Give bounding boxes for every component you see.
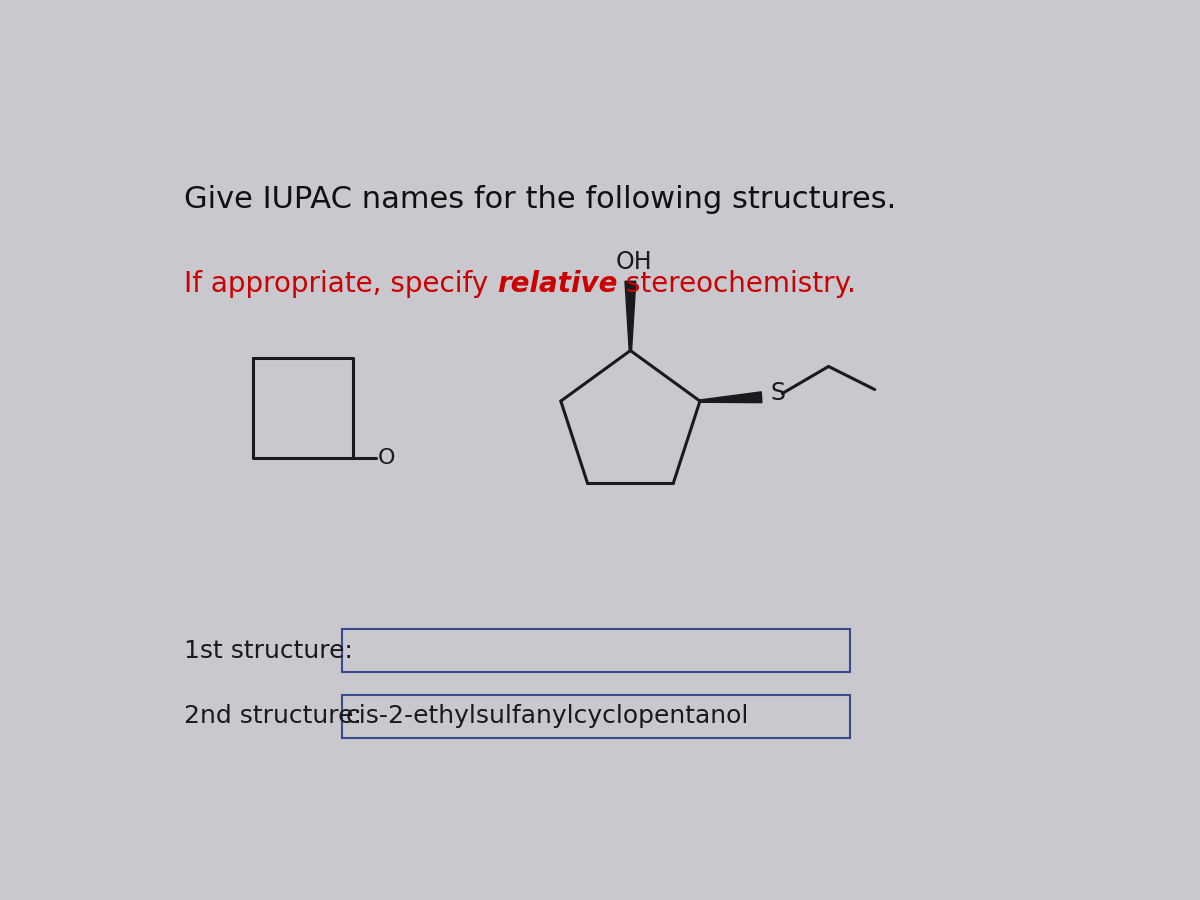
Text: relative: relative xyxy=(497,270,617,298)
Text: OH: OH xyxy=(616,249,653,274)
Polygon shape xyxy=(700,392,762,402)
Text: Give IUPAC names for the following structures.: Give IUPAC names for the following struc… xyxy=(184,185,896,214)
Text: stereochemistry.: stereochemistry. xyxy=(617,270,856,298)
Polygon shape xyxy=(625,281,636,351)
FancyBboxPatch shape xyxy=(342,695,850,738)
Text: If appropriate, specify: If appropriate, specify xyxy=(184,270,497,298)
FancyBboxPatch shape xyxy=(342,629,850,672)
Text: 1st structure:: 1st structure: xyxy=(184,639,353,662)
Text: S: S xyxy=(770,382,786,405)
Text: 2nd structure:: 2nd structure: xyxy=(184,705,361,728)
Text: O: O xyxy=(378,448,395,468)
Text: cis-2-ethylsulfanylcyclopentanol: cis-2-ethylsulfanylcyclopentanol xyxy=(346,705,749,728)
